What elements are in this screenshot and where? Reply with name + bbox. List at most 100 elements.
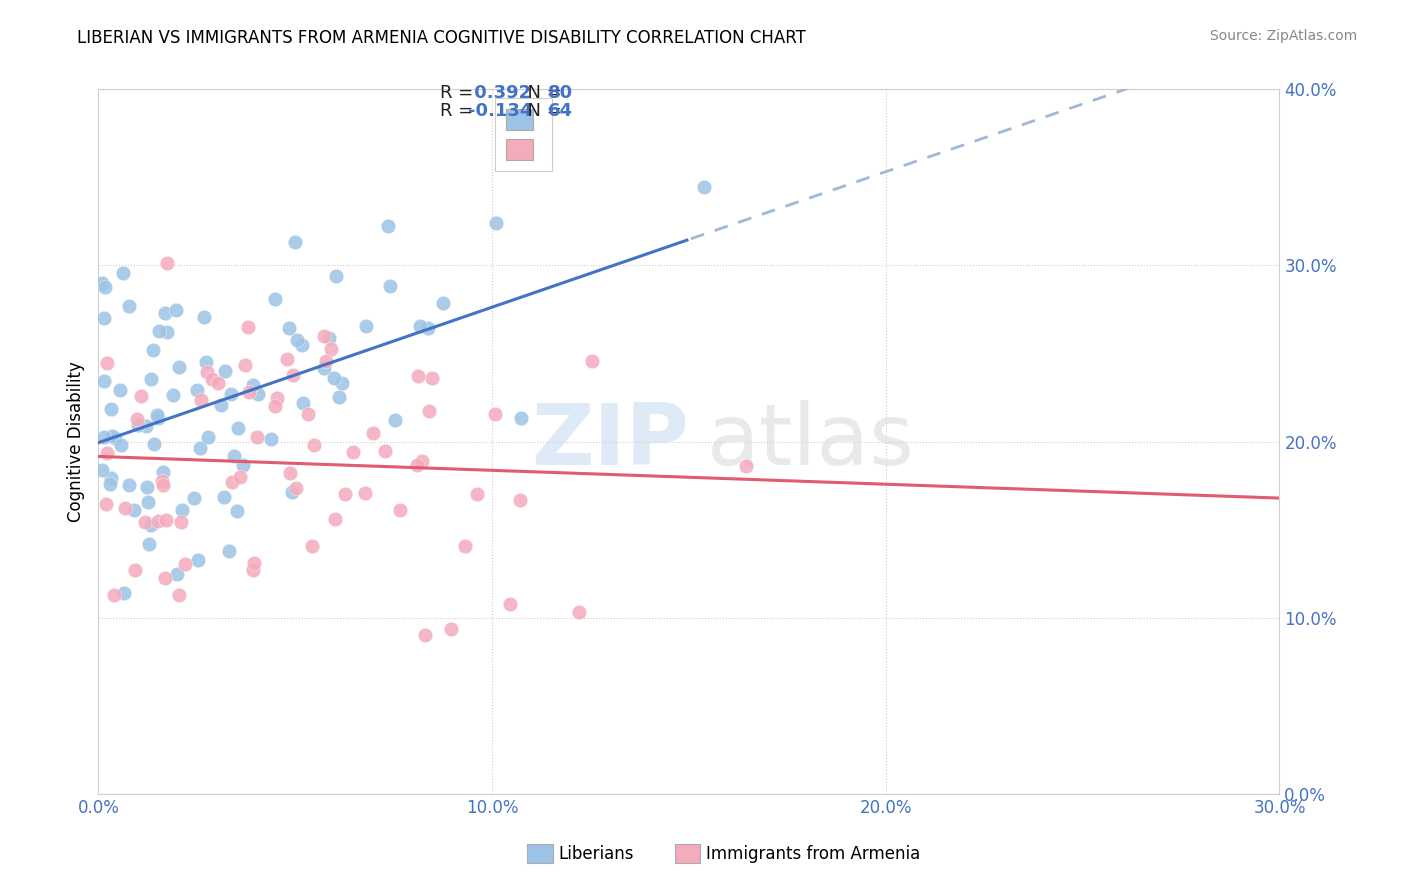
Point bbox=[190, 392, 212, 407]
Point bbox=[281, 485, 304, 500]
Point bbox=[229, 470, 252, 484]
Point bbox=[155, 305, 177, 319]
Point bbox=[312, 329, 335, 343]
Point bbox=[285, 333, 308, 347]
Point bbox=[166, 566, 188, 581]
Point bbox=[197, 430, 219, 444]
Point bbox=[93, 311, 115, 326]
Point bbox=[124, 563, 146, 577]
Point bbox=[209, 398, 232, 412]
Point bbox=[136, 495, 159, 509]
Point bbox=[114, 501, 136, 516]
Point bbox=[193, 310, 215, 324]
Point bbox=[96, 497, 118, 511]
Point bbox=[354, 486, 377, 500]
Point bbox=[281, 368, 304, 383]
Point bbox=[141, 372, 163, 386]
Point bbox=[226, 421, 249, 435]
Point bbox=[165, 303, 187, 318]
Point bbox=[484, 407, 506, 421]
Legend: , : , bbox=[495, 98, 553, 170]
Point bbox=[187, 553, 209, 567]
Point bbox=[284, 235, 307, 249]
Point bbox=[568, 605, 591, 619]
Point bbox=[354, 318, 377, 333]
Point bbox=[581, 354, 603, 368]
Point bbox=[405, 458, 427, 472]
Point bbox=[214, 364, 236, 378]
Point bbox=[301, 539, 323, 553]
Point bbox=[374, 443, 396, 458]
Point bbox=[146, 408, 169, 422]
Point bbox=[388, 503, 411, 517]
Point bbox=[173, 558, 195, 572]
Point bbox=[93, 374, 115, 388]
Point bbox=[142, 437, 165, 451]
Point bbox=[509, 493, 531, 508]
Point bbox=[233, 359, 256, 373]
Point bbox=[134, 515, 156, 529]
Point bbox=[411, 453, 433, 467]
Point bbox=[485, 216, 508, 230]
Point bbox=[238, 385, 260, 400]
Text: 0.392: 0.392 bbox=[468, 84, 531, 102]
Point bbox=[112, 586, 135, 600]
Point bbox=[142, 343, 165, 357]
Point bbox=[246, 387, 269, 401]
Point bbox=[509, 410, 531, 425]
Point bbox=[167, 588, 190, 602]
Point bbox=[112, 266, 135, 280]
Point bbox=[162, 388, 184, 402]
Point bbox=[138, 537, 160, 551]
Text: 80: 80 bbox=[548, 84, 574, 102]
Point bbox=[146, 411, 169, 425]
Point bbox=[150, 474, 173, 488]
Point bbox=[266, 391, 288, 405]
Point bbox=[212, 490, 235, 504]
Point bbox=[146, 514, 169, 528]
Point bbox=[260, 432, 283, 446]
Point bbox=[152, 465, 174, 479]
Point bbox=[243, 556, 266, 570]
Point bbox=[284, 481, 307, 495]
Text: R =: R = bbox=[440, 84, 479, 102]
Point bbox=[127, 418, 149, 433]
Point bbox=[129, 389, 152, 403]
Point bbox=[172, 503, 194, 517]
Point bbox=[280, 466, 302, 480]
Point bbox=[692, 180, 714, 194]
Point bbox=[167, 360, 190, 375]
Text: N =: N = bbox=[516, 103, 568, 120]
Point bbox=[377, 219, 399, 233]
Point bbox=[319, 342, 342, 356]
Point bbox=[342, 444, 364, 458]
Point bbox=[96, 446, 118, 460]
Point bbox=[122, 502, 145, 516]
Point bbox=[440, 622, 463, 636]
Point bbox=[152, 478, 174, 492]
Point bbox=[361, 425, 384, 440]
Point bbox=[263, 292, 285, 306]
Y-axis label: Cognitive Disability: Cognitive Disability bbox=[66, 361, 84, 522]
Point bbox=[139, 518, 162, 533]
Point bbox=[232, 458, 254, 472]
Point bbox=[406, 368, 429, 383]
Point bbox=[735, 459, 758, 474]
Point bbox=[323, 370, 346, 384]
Point bbox=[330, 376, 353, 391]
Point bbox=[325, 268, 347, 283]
Point bbox=[315, 354, 337, 368]
Point bbox=[118, 478, 141, 492]
Point bbox=[413, 628, 436, 642]
Text: Immigrants from Armenia: Immigrants from Armenia bbox=[706, 845, 920, 863]
Point bbox=[91, 463, 114, 477]
Text: LIBERIAN VS IMMIGRANTS FROM ARMENIA COGNITIVE DISABILITY CORRELATION CHART: LIBERIAN VS IMMIGRANTS FROM ARMENIA COGN… bbox=[77, 29, 806, 46]
Point bbox=[135, 479, 157, 493]
Point bbox=[454, 539, 477, 553]
Point bbox=[420, 370, 443, 384]
Text: ZIP: ZIP bbox=[531, 400, 689, 483]
Point bbox=[276, 351, 298, 366]
Point bbox=[183, 491, 205, 506]
Point bbox=[94, 280, 117, 294]
Point bbox=[333, 487, 356, 501]
